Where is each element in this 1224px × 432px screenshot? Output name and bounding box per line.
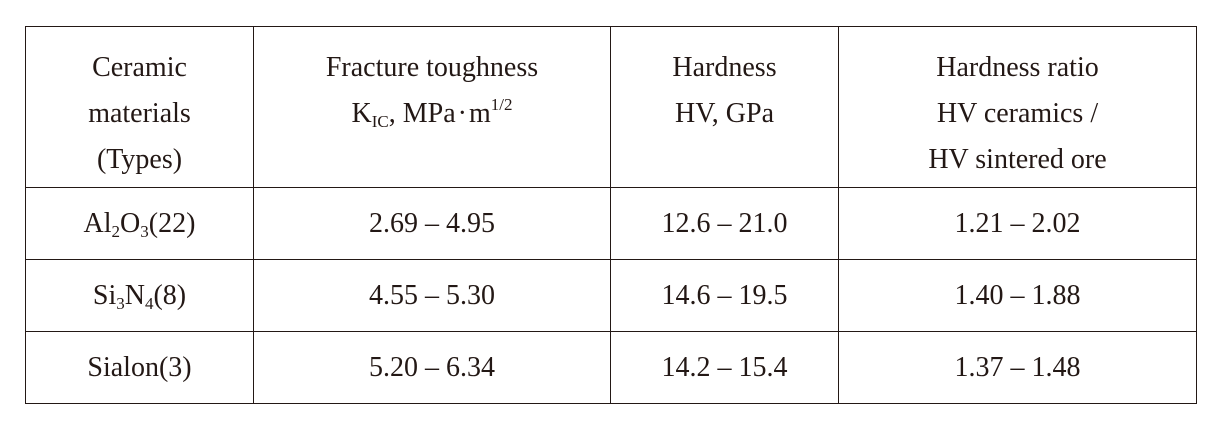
formula-part: (8)	[153, 279, 187, 311]
formula-part: (22)	[148, 207, 196, 239]
ratio-cell: 1.21 – 2.02	[838, 187, 1197, 260]
formula-subscript: 3	[116, 293, 125, 313]
material-cell: Sialon(3)	[25, 331, 254, 404]
header-line: Hardness ratio	[936, 52, 1099, 83]
material-cell: Al2O3(22)	[25, 187, 254, 260]
header-line: Fracture toughness	[325, 52, 539, 83]
toughness-cell: 2.69 – 4.95	[253, 187, 611, 260]
toughness-cell: 4.55 – 5.30	[253, 259, 611, 332]
dot: ·	[457, 98, 467, 129]
header-row: Ceramic materials (Types) Fracture tough…	[25, 26, 1197, 188]
k-subscript: IC	[371, 112, 389, 131]
hardness-cell: 12.6 – 21.0	[610, 187, 839, 260]
formula-subscript: 2	[111, 221, 121, 241]
hardness-cell: 14.2 – 15.4	[610, 331, 839, 404]
header-unit-line: KIC, MPa·m1/2	[254, 91, 610, 137]
header-hardness: Hardness HV, GPa	[610, 26, 839, 188]
table-row: Sialon(3) 5.20 – 6.34 14.2 – 15.4 1.37 –…	[25, 331, 1197, 404]
header-line: Hardness	[672, 52, 777, 83]
unit-text: , MPa	[388, 98, 456, 129]
formula-part: O	[120, 207, 141, 239]
table-row: Al2O3(22) 2.69 – 4.95 12.6 – 21.0 1.21 –…	[25, 187, 1197, 260]
material-cell: Si3N4(8)	[25, 259, 254, 332]
formula-subscript: 4	[144, 293, 154, 313]
k-symbol: K	[351, 98, 372, 129]
header-line: (Types)	[96, 144, 183, 175]
toughness-cell: 5.20 – 6.34	[253, 331, 611, 404]
formula-subscript: 3	[140, 221, 149, 241]
header-fracture-toughness: Fracture toughness KIC, MPa·m1/2	[253, 26, 611, 188]
formula-part: Al	[83, 207, 112, 239]
m-symbol: m	[468, 98, 491, 129]
m-exponent: 1/2	[490, 95, 513, 114]
ratio-cell: 1.37 – 1.48	[838, 331, 1197, 404]
formula-part: Sialon(3)	[87, 351, 192, 383]
header-line: HV sintered ore	[928, 144, 1107, 175]
formula-part: Si	[92, 279, 117, 311]
header-line: HV, GPa	[674, 98, 775, 129]
formula-part: N	[124, 279, 145, 311]
hardness-cell: 14.6 – 19.5	[610, 259, 839, 332]
header-line: Ceramic	[92, 52, 187, 83]
ceramic-properties-table: Ceramic materials (Types) Fracture tough…	[25, 26, 1197, 404]
header-ceramic-materials: Ceramic materials (Types)	[25, 26, 254, 188]
ratio-cell: 1.40 – 1.88	[838, 259, 1197, 332]
header-line: materials	[88, 98, 191, 129]
table-row: Si3N4(8) 4.55 – 5.30 14.6 – 19.5 1.40 – …	[25, 259, 1197, 332]
header-hardness-ratio: Hardness ratio HV ceramics / HV sintered…	[838, 26, 1197, 188]
header-line: HV ceramics /	[936, 98, 1099, 129]
